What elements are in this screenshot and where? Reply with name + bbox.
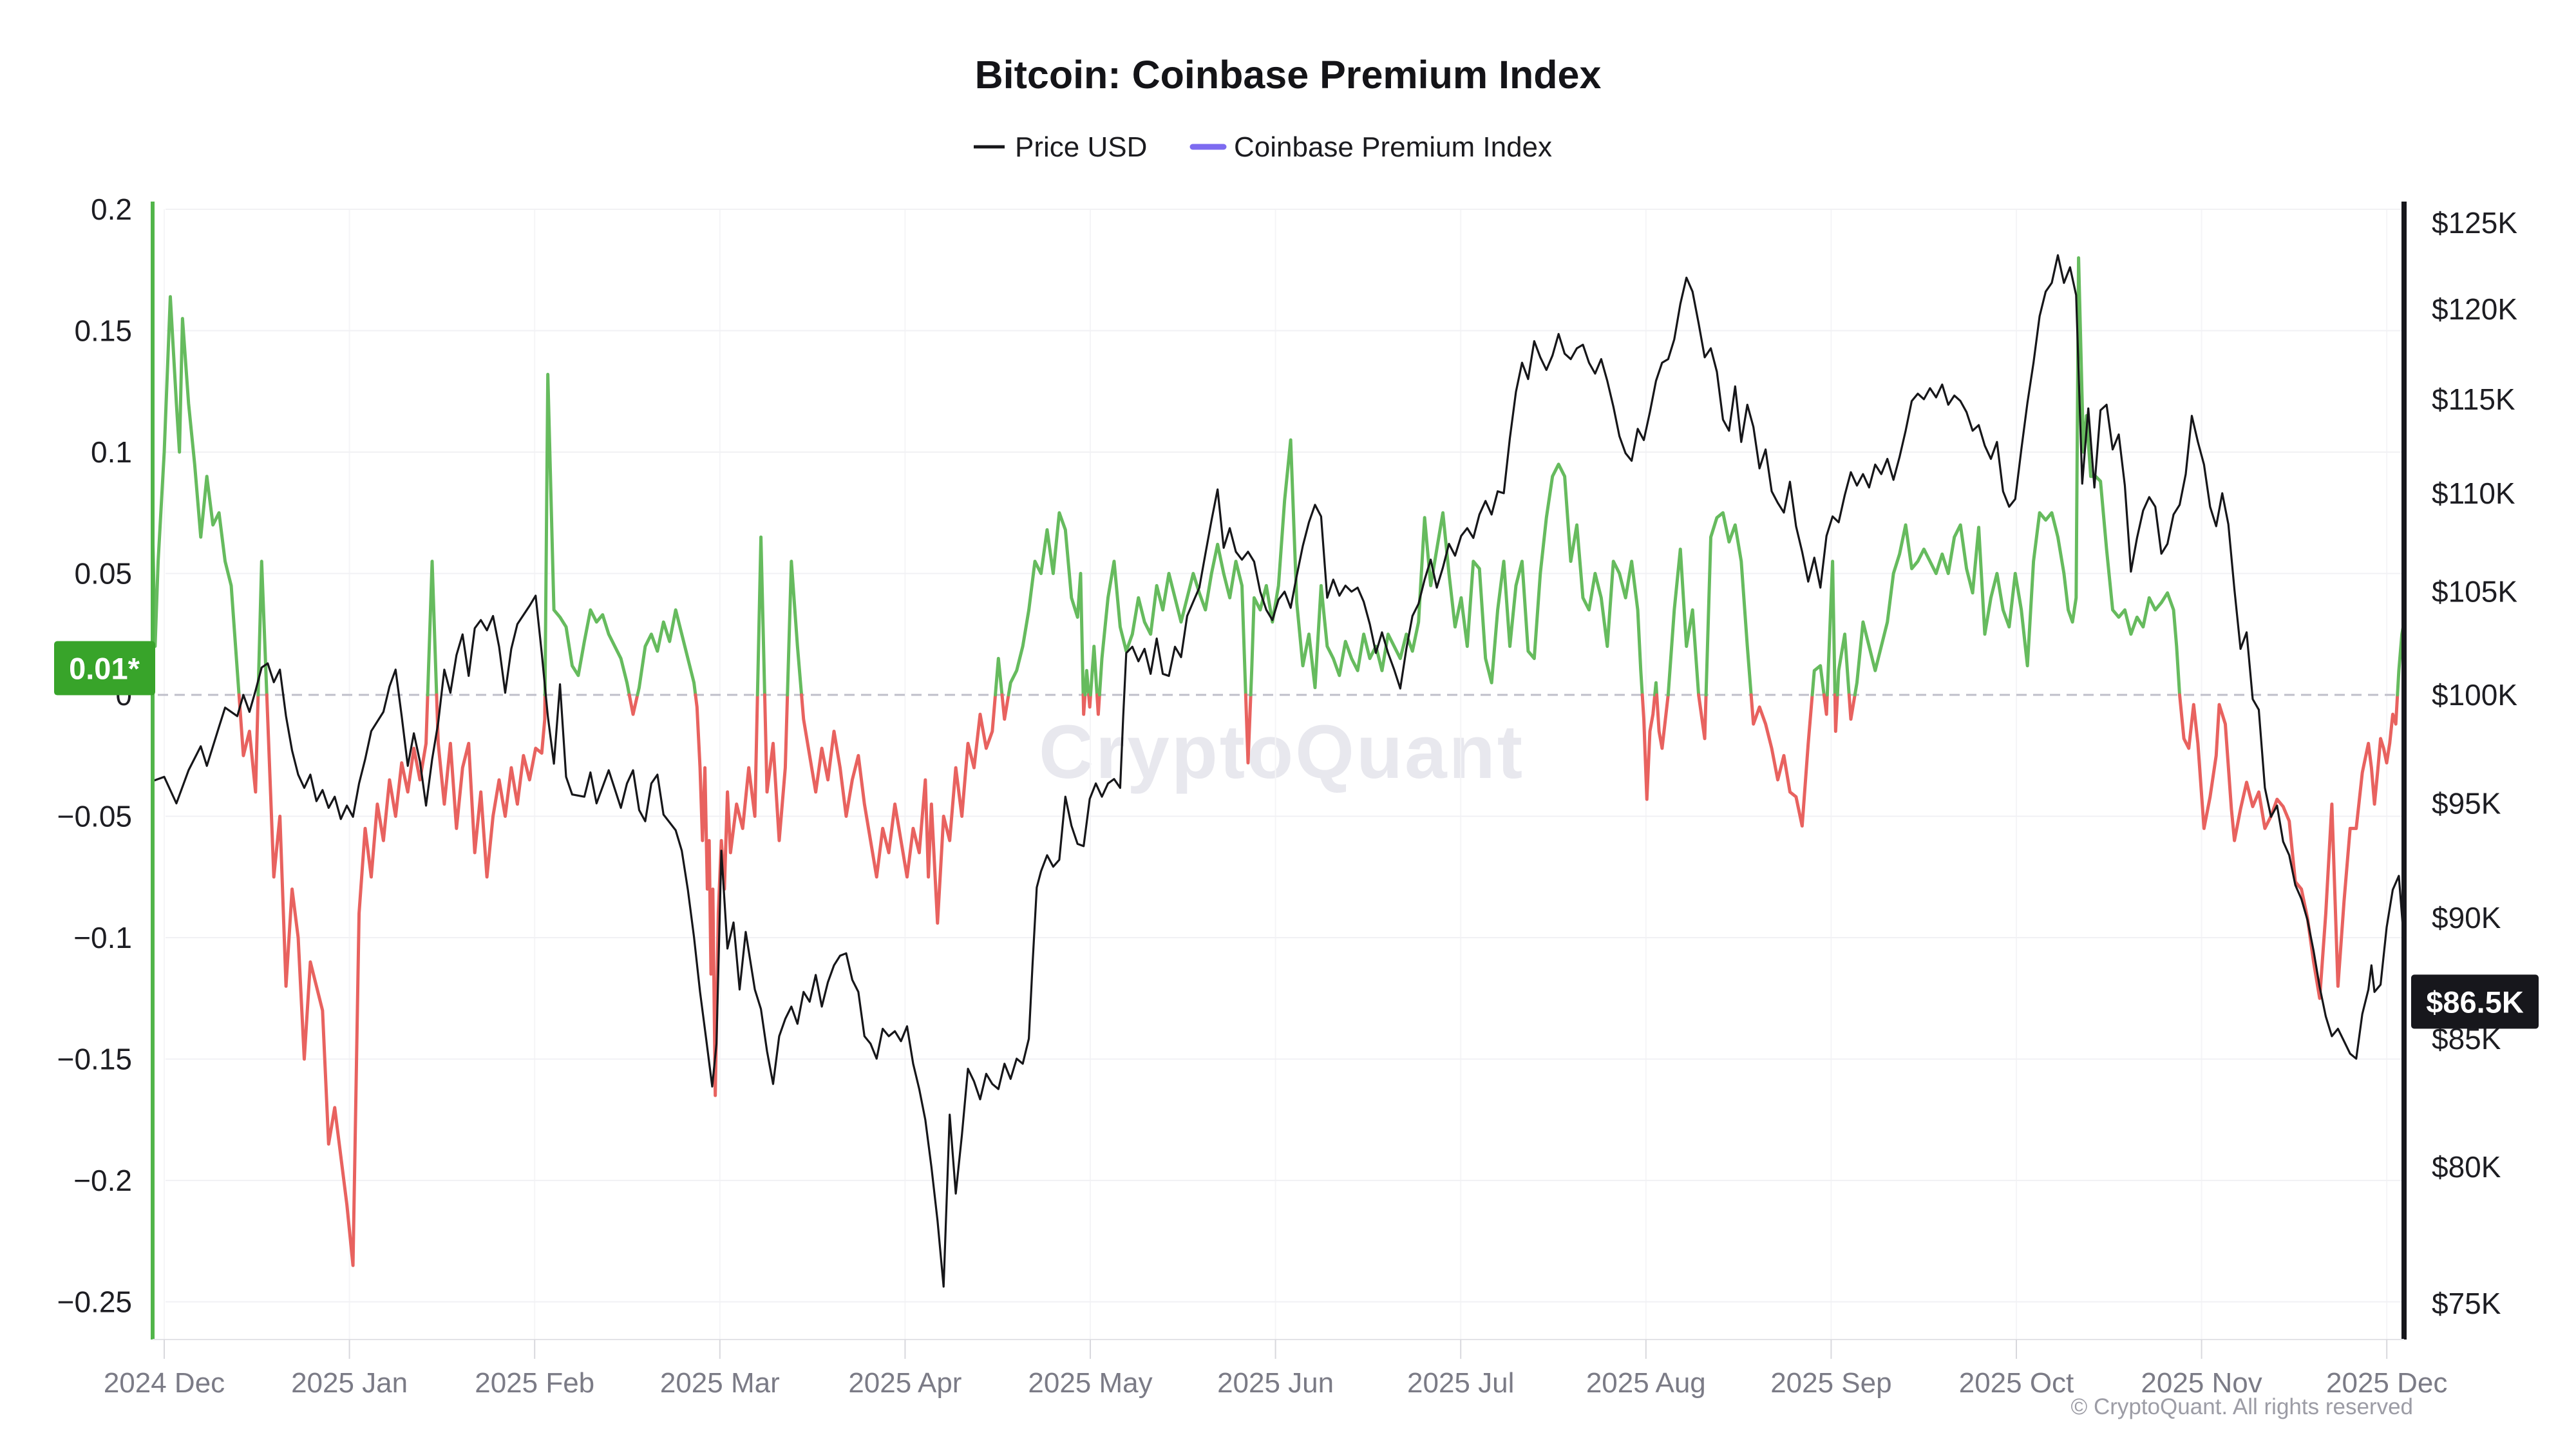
premium-line-negative: [762, 693, 790, 842]
price-badge-value: $86.5K: [2426, 985, 2524, 1019]
right-tick-label: $105K: [2432, 575, 2517, 609]
premium-line-positive: [755, 535, 766, 697]
premium-line-negative: [1095, 693, 1101, 716]
x-axis-label: 2025 Dec: [2326, 1367, 2447, 1399]
premium-line-positive: [1810, 664, 1826, 697]
left-tick-label: −0.1: [73, 921, 132, 954]
x-axis-label: 2025 Aug: [1586, 1367, 1706, 1399]
premium-line-negative: [1655, 693, 1670, 750]
premium-line-negative: [2178, 693, 2400, 1000]
premium-line-negative: [1749, 693, 1814, 828]
premium-line-negative: [1244, 693, 1253, 765]
price-current-badge: $86.5K: [2411, 974, 2539, 1029]
x-axis-label: 2025 Nov: [2141, 1367, 2262, 1399]
right-tick-label: $75K: [2432, 1287, 2501, 1320]
premium-line-positive: [636, 608, 697, 697]
x-axis-label: 2025 Sep: [1770, 1367, 1891, 1399]
legend-price-label[interactable]: Price USD: [1015, 131, 1147, 163]
premium-line-negative: [435, 693, 547, 879]
plot-hover-area[interactable]: [153, 200, 2404, 1340]
premium-line-negative: [1822, 693, 1829, 716]
premium-line-positive: [1653, 681, 1659, 697]
price-line: [153, 254, 2404, 1288]
premium-badge-value: 0.01*: [69, 652, 140, 686]
left-tick-label: 0.15: [74, 314, 132, 348]
premium-line-negative: [1081, 693, 1087, 716]
right-tick-label: $125K: [2432, 206, 2517, 240]
right-tick-label: $115K: [2432, 383, 2515, 416]
premium-line-positive: [994, 656, 1004, 697]
premium-line-positive: [1088, 645, 1099, 697]
x-axis-label: 2024 Dec: [104, 1367, 225, 1399]
left-tick-label: 0.05: [74, 557, 132, 591]
premium-line-negative: [1087, 693, 1092, 709]
right-tick-label: $80K: [2432, 1150, 2501, 1184]
premium-line-negative: [265, 693, 430, 1267]
premium-line-positive: [256, 560, 269, 697]
premium-line-positive: [543, 372, 631, 697]
x-tick-marks: [164, 1340, 2388, 1359]
left-tick-label: 0.1: [91, 435, 132, 469]
x-axis-label: 2025 Feb: [475, 1367, 594, 1399]
premium-line-positive: [786, 560, 804, 697]
premium-line-negative: [1000, 693, 1010, 721]
premium-line-negative: [237, 693, 260, 794]
premium-badge-background: [54, 641, 155, 696]
x-axis-label: 2025 Oct: [1959, 1367, 2074, 1399]
premium-line-positive: [1825, 560, 1837, 697]
chart-title: Bitcoin: Coinbase Premium Index: [975, 53, 1602, 97]
premium-current-badge: 0.01*: [54, 641, 155, 696]
premium-line-positive: [1097, 542, 1247, 697]
premium-line-negative: [1833, 693, 1839, 734]
left-axis-labels: 0.20.150.10.050−0.05−0.1−0.15−0.2−0.25: [57, 193, 132, 1319]
premium-line-positive: [1249, 438, 1644, 697]
premium-line-positive: [153, 295, 241, 697]
copyright-notice: © CryptoQuant. All rights reserved: [2070, 1394, 2413, 1419]
premium-line-negative: [800, 693, 998, 925]
premium-line-negative: [1697, 693, 1708, 741]
legend-premium-label[interactable]: Coinbase Premium Index: [1234, 131, 1552, 163]
premium-line-positive: [1007, 511, 1085, 697]
right-tick-label: $100K: [2432, 678, 2517, 712]
x-axis-label: 2025 Jan: [291, 1367, 408, 1399]
right-tick-label: $120K: [2432, 292, 2517, 326]
price-badge-background: [2411, 974, 2539, 1029]
legend: Price USD Coinbase Premium Index: [974, 131, 1552, 163]
x-axis-labels: 2024 Dec 2025 Jan 2025 Feb 2025 Mar 2025 Apr…: [104, 1367, 2448, 1399]
premium-line-negative: [1847, 693, 1857, 721]
premium-line-positive: [1704, 511, 1753, 697]
left-tick-label: −0.05: [57, 800, 132, 833]
value-gridlines: [158, 209, 2404, 1303]
left-tick-label: −0.25: [57, 1285, 132, 1319]
premium-line-positive: [426, 560, 439, 697]
series-lines: [153, 254, 2404, 1288]
right-axis-labels: $125K $120K $115K $110K $105K $100K $95K $90K $8…: [2432, 206, 2517, 1320]
x-axis-label: 2025 Jul: [1407, 1367, 1514, 1399]
x-axis-label: 2025 Jun: [1217, 1367, 1334, 1399]
premium-line-positive: [2396, 616, 2404, 697]
right-tick-label: $90K: [2432, 901, 2501, 934]
right-tick-label: $95K: [2432, 786, 2501, 820]
left-tick-label: −0.2: [73, 1164, 132, 1197]
left-tick-label: 0.2: [91, 193, 132, 226]
cryptoquant-watermark: CryptoQuant: [1039, 710, 1524, 795]
premium-line-positive: [1835, 632, 1851, 697]
right-tick-label: $110K: [2432, 477, 2515, 510]
left-tick-label: −0.15: [57, 1043, 132, 1076]
premium-line-positive: [1853, 256, 2182, 697]
premium-line-negative: [627, 693, 639, 716]
x-axis-label: 2025 Apr: [848, 1367, 961, 1399]
premium-line-positive: [1083, 668, 1091, 697]
x-axis-label: 2025 Mar: [660, 1367, 780, 1399]
x-axis-label: 2025 May: [1028, 1367, 1152, 1399]
premium-line-positive: [1666, 547, 1701, 697]
premium-line-negative: [1640, 693, 1657, 801]
